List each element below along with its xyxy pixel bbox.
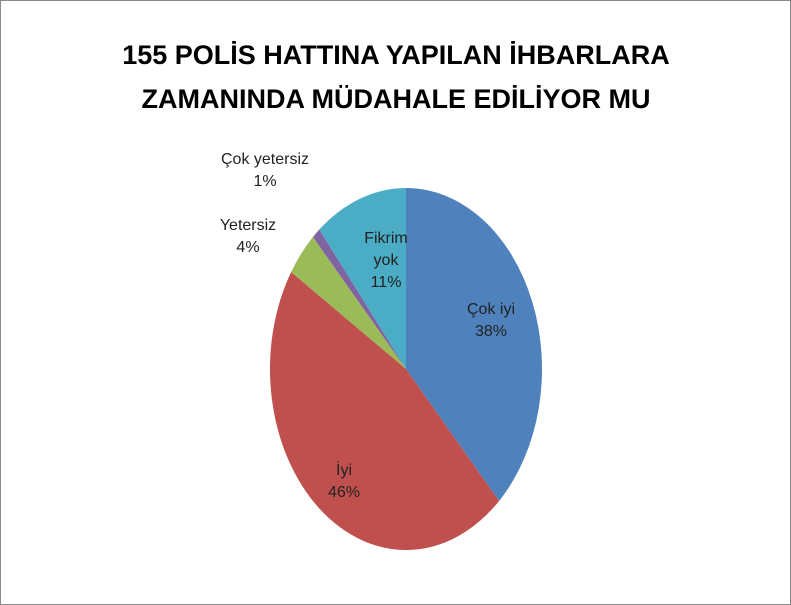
data-label: Fikrim yok 11% (360, 228, 412, 294)
data-label: Çok iyi 38% (467, 299, 515, 343)
pie-slice (269, 272, 500, 551)
slice-category: İyi (336, 462, 352, 479)
data-label: Yetersiz 4% (220, 215, 276, 259)
pie-slice (406, 188, 542, 501)
slice-value: 11% (370, 274, 402, 291)
pie-slice (312, 229, 406, 369)
slice-value: 38% (474, 323, 508, 340)
chart-title: 155 POLİS HATTINA YAPILAN İHBARLARA ZAMA… (122, 40, 670, 114)
slice-value: 4% (236, 239, 260, 256)
slice-category: Fikrim yok (364, 230, 408, 269)
data-label: İyi 46% (328, 460, 360, 504)
pie-slice (319, 188, 406, 369)
pie-slice (291, 237, 406, 369)
slice-value: 46% (327, 484, 361, 501)
slice-category: Yetersiz (219, 217, 277, 234)
slice-category: Çok yetersiz (220, 151, 310, 168)
slice-category: Çok iyi (466, 301, 516, 318)
slice-value: 1% (253, 173, 277, 190)
data-label: Çok yetersiz 1% (221, 149, 309, 193)
